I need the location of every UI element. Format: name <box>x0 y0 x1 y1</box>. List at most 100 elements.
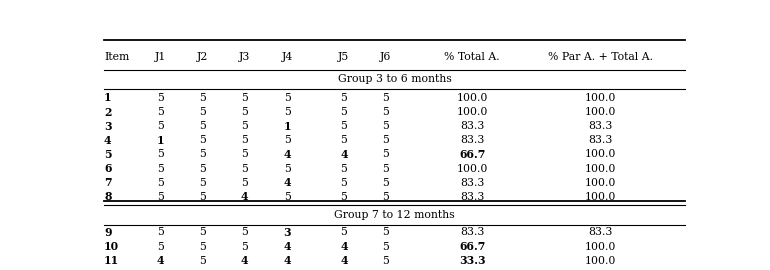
Text: 1: 1 <box>157 135 165 146</box>
Text: 4: 4 <box>283 177 291 188</box>
Text: 4: 4 <box>340 241 347 252</box>
Text: 83.3: 83.3 <box>460 192 484 202</box>
Text: 4: 4 <box>283 149 291 160</box>
Text: J2: J2 <box>197 52 208 62</box>
Text: 5: 5 <box>340 121 347 131</box>
Text: J1: J1 <box>155 52 166 62</box>
Text: 83.3: 83.3 <box>460 178 484 188</box>
Text: 5: 5 <box>284 93 290 103</box>
Text: 5: 5 <box>382 178 389 188</box>
Text: 66.7: 66.7 <box>588 269 614 270</box>
Text: 100.0: 100.0 <box>457 164 488 174</box>
Text: Item: Item <box>104 52 129 62</box>
Text: 5: 5 <box>199 121 206 131</box>
Text: 66.7: 66.7 <box>459 149 485 160</box>
Text: 4: 4 <box>240 255 248 266</box>
Text: 5: 5 <box>340 192 347 202</box>
Text: 5: 5 <box>199 149 206 160</box>
Text: 5: 5 <box>284 107 290 117</box>
Text: 11: 11 <box>104 255 119 266</box>
Text: 5: 5 <box>157 192 164 202</box>
Text: 3: 3 <box>283 227 291 238</box>
Text: 83.3: 83.3 <box>460 228 484 238</box>
Text: 4: 4 <box>104 135 112 146</box>
Text: 5: 5 <box>340 178 347 188</box>
Text: 7: 7 <box>104 177 112 188</box>
Text: 1: 1 <box>283 121 291 132</box>
Text: 5: 5 <box>157 107 164 117</box>
Text: 5: 5 <box>284 135 290 145</box>
Text: 5: 5 <box>241 242 248 252</box>
Text: 5: 5 <box>199 135 206 145</box>
Text: 5: 5 <box>340 164 347 174</box>
Text: 100.0: 100.0 <box>585 164 616 174</box>
Text: 50.0: 50.0 <box>459 269 485 270</box>
Text: 100.0: 100.0 <box>585 149 616 160</box>
Text: 5: 5 <box>157 121 164 131</box>
Text: 5: 5 <box>104 149 112 160</box>
Text: 5: 5 <box>382 93 389 103</box>
Text: 5: 5 <box>382 192 389 202</box>
Text: 5: 5 <box>382 135 389 145</box>
Text: % Total A.: % Total A. <box>444 52 500 62</box>
Text: Group 3 to 6 months: Group 3 to 6 months <box>338 74 451 84</box>
Text: 10: 10 <box>104 241 119 252</box>
Text: 5: 5 <box>199 107 206 117</box>
Text: 5: 5 <box>241 121 248 131</box>
Text: 3: 3 <box>340 269 348 270</box>
Text: 4: 4 <box>340 255 347 266</box>
Text: J5: J5 <box>338 52 350 62</box>
Text: 100.0: 100.0 <box>457 107 488 117</box>
Text: 5: 5 <box>382 121 389 131</box>
Text: 5: 5 <box>199 178 206 188</box>
Text: 5: 5 <box>199 228 206 238</box>
Text: 4: 4 <box>283 241 291 252</box>
Text: 83.3: 83.3 <box>588 121 613 131</box>
Text: 9: 9 <box>104 227 112 238</box>
Text: J3: J3 <box>239 52 250 62</box>
Text: 5: 5 <box>241 107 248 117</box>
Text: 3: 3 <box>283 269 291 270</box>
Text: 5: 5 <box>382 228 389 238</box>
Text: 66.7: 66.7 <box>459 241 485 252</box>
Text: J6: J6 <box>380 52 391 62</box>
Text: 100.0: 100.0 <box>585 93 616 103</box>
Text: Group 7 to 12 months: Group 7 to 12 months <box>334 210 455 220</box>
Text: 5: 5 <box>241 228 248 238</box>
Text: 5: 5 <box>199 93 206 103</box>
Text: 100.0: 100.0 <box>585 107 616 117</box>
Text: 5: 5 <box>199 256 206 266</box>
Text: 5: 5 <box>157 242 164 252</box>
Text: 5: 5 <box>382 242 389 252</box>
Text: % Par A. + Total A.: % Par A. + Total A. <box>548 52 653 62</box>
Text: 5: 5 <box>199 242 206 252</box>
Text: 5: 5 <box>241 135 248 145</box>
Text: 4: 4 <box>340 149 347 160</box>
Text: 1: 1 <box>104 92 112 103</box>
Text: 8: 8 <box>104 191 112 202</box>
Text: 5: 5 <box>382 256 389 266</box>
Text: 5: 5 <box>241 164 248 174</box>
Text: 5: 5 <box>241 93 248 103</box>
Text: 5: 5 <box>382 164 389 174</box>
Text: 5: 5 <box>340 228 347 238</box>
Text: 100.0: 100.0 <box>585 178 616 188</box>
Text: 83.3: 83.3 <box>460 135 484 145</box>
Text: J4: J4 <box>282 52 293 62</box>
Text: 5: 5 <box>157 228 164 238</box>
Text: 100.0: 100.0 <box>457 93 488 103</box>
Text: 3: 3 <box>104 121 112 132</box>
Text: 5: 5 <box>157 164 164 174</box>
Text: 5: 5 <box>241 149 248 160</box>
Text: 5: 5 <box>340 135 347 145</box>
Text: 5: 5 <box>382 107 389 117</box>
Text: 4: 4 <box>157 255 165 266</box>
Text: 12: 12 <box>104 269 119 270</box>
Text: 4: 4 <box>157 269 165 270</box>
Text: 6: 6 <box>104 163 112 174</box>
Text: 4: 4 <box>283 255 291 266</box>
Text: 100.0: 100.0 <box>585 242 616 252</box>
Text: 5: 5 <box>284 164 290 174</box>
Text: 5: 5 <box>157 149 164 160</box>
Text: 83.3: 83.3 <box>460 121 484 131</box>
